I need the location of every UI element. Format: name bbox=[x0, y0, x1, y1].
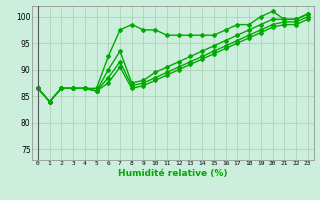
X-axis label: Humidité relative (%): Humidité relative (%) bbox=[118, 169, 228, 178]
